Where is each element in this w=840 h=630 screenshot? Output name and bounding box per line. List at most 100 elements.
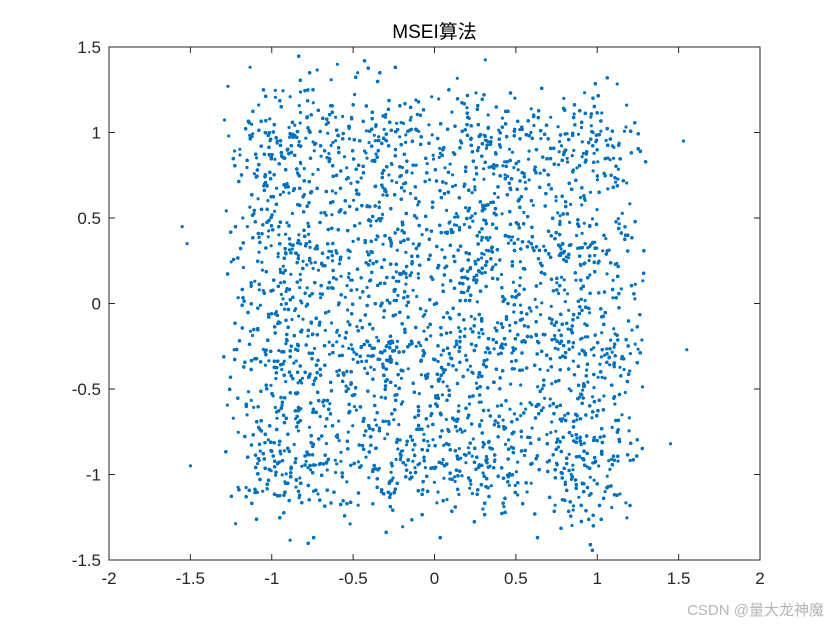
scatter-point <box>596 160 600 164</box>
scatter-point <box>454 223 459 227</box>
scatter-point <box>569 389 573 393</box>
scatter-point <box>248 329 253 333</box>
scatter-point <box>470 191 474 195</box>
scatter-point <box>313 346 317 351</box>
scatter-point <box>330 259 335 263</box>
scatter-point <box>463 429 467 433</box>
scatter-point <box>482 177 486 181</box>
scatter-point <box>346 430 350 434</box>
scatter-point <box>627 429 631 433</box>
scatter-point <box>344 384 348 388</box>
scatter-point <box>411 242 415 246</box>
scatter-point <box>288 538 292 542</box>
scatter-point <box>561 417 565 421</box>
scatter-point <box>335 62 339 66</box>
scatter-point <box>436 393 440 397</box>
scatter-point <box>604 138 608 143</box>
scatter-point <box>539 281 543 285</box>
scatter-point <box>293 123 297 127</box>
scatter-point <box>442 315 446 319</box>
scatter-point <box>296 429 300 433</box>
scatter-point <box>570 523 574 528</box>
scatter-point <box>496 195 500 199</box>
scatter-point <box>577 495 581 499</box>
scatter-point <box>458 225 462 229</box>
scatter-point <box>469 482 473 486</box>
scatter-point <box>427 444 431 448</box>
scatter-point <box>614 180 618 184</box>
scatter-point <box>480 419 484 423</box>
scatter-point <box>360 359 364 364</box>
scatter-point <box>482 167 486 171</box>
scatter-point <box>559 275 564 279</box>
scatter-point <box>301 259 305 263</box>
scatter-point <box>586 380 590 384</box>
scatter-point <box>572 112 576 116</box>
scatter-point <box>582 221 586 225</box>
scatter-point <box>290 211 294 216</box>
scatter-point <box>513 483 517 488</box>
scatter-point <box>501 418 505 422</box>
scatter-point <box>532 123 536 128</box>
scatter-point <box>381 193 385 197</box>
scatter-point <box>359 176 363 180</box>
scatter-point <box>421 314 425 318</box>
scatter-point <box>440 248 444 252</box>
scatter-point <box>609 457 614 461</box>
scatter-point <box>467 285 471 289</box>
scatter-point <box>483 58 487 62</box>
scatter-point <box>513 96 517 100</box>
scatter-point <box>260 268 264 272</box>
scatter-point <box>244 485 248 490</box>
scatter-point <box>571 345 575 349</box>
scatter-point <box>575 418 579 422</box>
scatter-point <box>511 280 515 284</box>
scatter-point <box>590 395 595 399</box>
scatter-point <box>512 310 516 314</box>
scatter-point <box>252 405 256 409</box>
scatter-point <box>278 267 282 271</box>
scatter-point <box>540 387 544 391</box>
scatter-point <box>273 405 277 410</box>
scatter-point <box>329 78 333 82</box>
scatter-point <box>529 130 533 135</box>
scatter-point <box>598 362 602 366</box>
scatter-point <box>606 156 610 160</box>
scatter-point <box>245 413 249 417</box>
scatter-point <box>441 283 445 287</box>
scatter-point <box>529 481 533 485</box>
scatter-point <box>315 68 319 72</box>
scatter-point <box>549 321 554 325</box>
scatter-point <box>496 352 500 356</box>
scatter-point <box>429 334 433 338</box>
scatter-point <box>351 357 355 361</box>
scatter-point <box>335 369 339 373</box>
scatter-point <box>494 263 498 267</box>
scatter-point <box>493 191 497 196</box>
scatter-point <box>266 438 270 442</box>
scatter-point <box>518 276 523 280</box>
scatter-point <box>294 359 298 363</box>
scatter-point <box>466 368 470 372</box>
data-points <box>180 54 689 552</box>
scatter-point <box>395 180 399 185</box>
scatter-point <box>404 282 408 286</box>
scatter-point <box>238 153 242 157</box>
scatter-point <box>580 336 584 340</box>
scatter-point <box>318 415 322 419</box>
scatter-point <box>460 430 464 434</box>
scatter-point <box>337 439 341 443</box>
scatter-point <box>426 424 430 428</box>
scatter-point <box>384 138 388 142</box>
scatter-point <box>466 446 470 450</box>
scatter-point <box>606 187 610 191</box>
scatter-point <box>273 157 277 161</box>
scatter-point <box>538 171 542 175</box>
scatter-point <box>273 209 277 213</box>
scatter-point <box>624 125 628 129</box>
scatter-point <box>510 235 515 239</box>
scatter-point <box>365 250 369 254</box>
scatter-point <box>503 173 507 177</box>
scatter-point <box>411 459 415 463</box>
scatter-point <box>535 305 539 309</box>
